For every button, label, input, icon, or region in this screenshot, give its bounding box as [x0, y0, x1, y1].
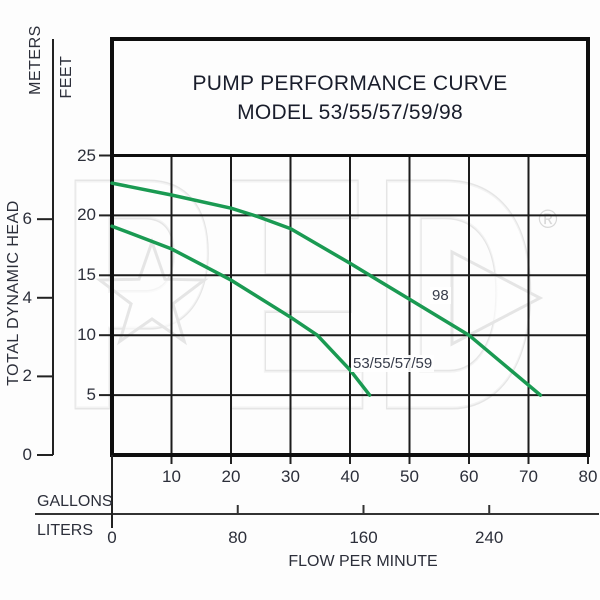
- meters-unit-label: METERS: [27, 25, 44, 95]
- gallons-tick-label: 50: [400, 467, 419, 486]
- liters-tick-label: 0: [107, 528, 117, 547]
- meters-tick-label: 0: [22, 445, 32, 464]
- gallons-tick-label: 20: [221, 467, 241, 486]
- gallons-unit-label: GALLONS: [37, 493, 113, 510]
- meters-tick-label: 4: [22, 287, 32, 307]
- feet-unit-label: FEET: [58, 55, 75, 99]
- chart-title-line2: MODEL 53/55/57/59/98: [237, 101, 463, 124]
- gallons-tick-label: 80: [578, 467, 598, 486]
- feet-tick-label: 5: [86, 385, 96, 405]
- chart-title-line1: PUMP PERFORMANCE CURVE: [192, 72, 508, 95]
- chart-title: PUMP PERFORMANCE CURVE MODEL 53/55/57/59…: [112, 69, 588, 127]
- gallons-tick-label: 70: [519, 467, 538, 486]
- gallons-tick-label: 30: [281, 467, 300, 486]
- pump-curves: [110, 181, 543, 397]
- gallons-tick-label: 60: [459, 467, 479, 486]
- pump-curve-98: [110, 181, 543, 397]
- grid-lines: [37, 154, 589, 514]
- curve-label-53-55-57-59: 53/55/57/59: [351, 355, 435, 372]
- x-axis-title: FLOW PER MINUTE: [288, 553, 438, 570]
- gallons-tick-label: 10: [162, 467, 181, 486]
- feet-tick-label: 15: [77, 265, 96, 285]
- watermark-registered-icon: ®: [538, 204, 557, 234]
- gallons-tick-label: 40: [340, 467, 360, 486]
- watermark-text: PED: [60, 109, 540, 478]
- curve-label-98: 98: [430, 287, 451, 304]
- liters-unit-label: LITERS: [37, 522, 94, 539]
- liters-tick-label: 240: [475, 528, 504, 547]
- liters-tick-label: 160: [349, 528, 378, 547]
- feet-tick-label: 25: [77, 145, 96, 165]
- plot-border: [110, 37, 590, 457]
- feet-tick-label: 10: [77, 325, 96, 345]
- meters-tick-label: 2: [22, 366, 32, 386]
- pump-curve-53-55-57-59: [110, 224, 372, 397]
- feet-tick-label: 20: [77, 205, 96, 225]
- meters-tick-label: 6: [22, 209, 32, 229]
- liters-tick-label: 80: [228, 528, 248, 547]
- watermark-logo: PED ®: [59, 108, 558, 480]
